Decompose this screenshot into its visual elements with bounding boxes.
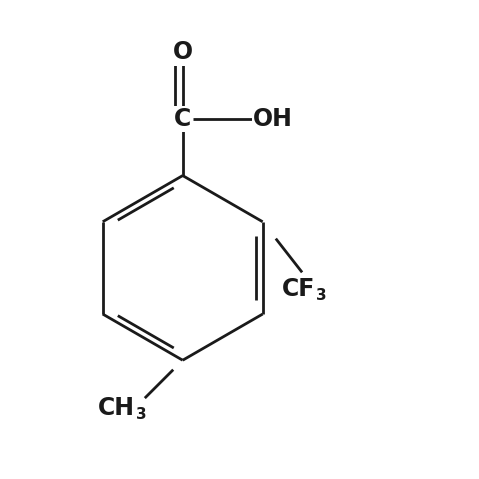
Text: C: C <box>174 107 191 131</box>
Text: O: O <box>172 41 193 65</box>
Text: 3: 3 <box>137 407 147 422</box>
Text: CH: CH <box>98 396 136 420</box>
Text: 3: 3 <box>316 288 327 303</box>
Text: OH: OH <box>253 107 293 131</box>
Text: CF: CF <box>282 277 315 301</box>
